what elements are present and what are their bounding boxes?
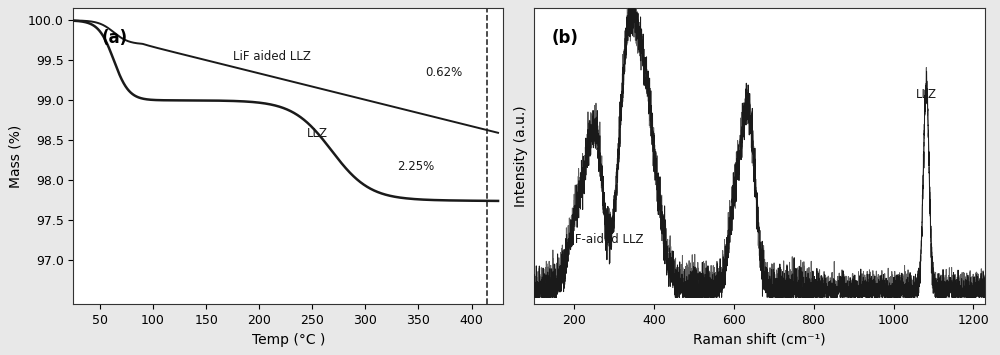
X-axis label: Raman shift (cm⁻¹): Raman shift (cm⁻¹) [693, 333, 826, 347]
Text: LiF-aided LLZ: LiF-aided LLZ [565, 233, 644, 246]
Text: LLZ: LLZ [915, 88, 936, 100]
Y-axis label: Intensity (a.u.): Intensity (a.u.) [514, 105, 528, 207]
Text: LLZ: LLZ [307, 127, 328, 140]
Text: (a): (a) [101, 29, 128, 47]
Text: (b): (b) [552, 29, 579, 47]
Text: 2.25%: 2.25% [397, 160, 434, 173]
X-axis label: Temp (°C ): Temp (°C ) [252, 333, 325, 347]
Text: LiF aided LLZ: LiF aided LLZ [233, 50, 311, 63]
Text: 0.62%: 0.62% [425, 66, 462, 80]
Y-axis label: Mass (%): Mass (%) [8, 125, 22, 188]
